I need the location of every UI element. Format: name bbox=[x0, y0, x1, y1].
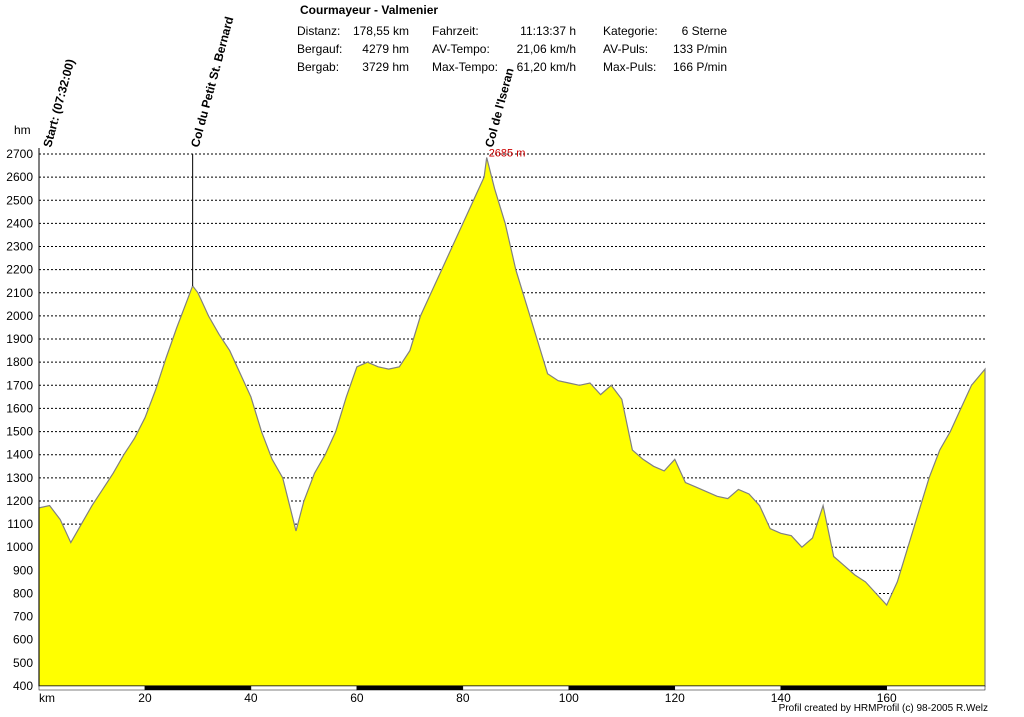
y-tick-label: 1800 bbox=[6, 355, 33, 369]
stat-value: 11:13:37 h bbox=[520, 24, 576, 38]
y-tick-label: 900 bbox=[13, 563, 33, 577]
x-tick-label: 20 bbox=[138, 691, 152, 705]
stat-label: Bergauf: bbox=[297, 42, 343, 56]
stat-label: Fahrzeit: bbox=[432, 24, 479, 38]
stat-label: AV-Tempo: bbox=[432, 42, 490, 56]
y-tick-label: 1000 bbox=[6, 540, 33, 554]
annotation-label: Col de l'Iseran bbox=[482, 66, 517, 148]
stat-value: 166 P/min bbox=[672, 60, 727, 74]
x-axis-segment bbox=[462, 685, 570, 691]
x-axis-segment bbox=[568, 685, 676, 691]
x-tick-label: 100 bbox=[559, 691, 579, 705]
chart-title: Courmayeur - Valmenier bbox=[300, 3, 439, 17]
y-tick-label: 2500 bbox=[6, 193, 33, 207]
stat-label: Bergab: bbox=[297, 60, 340, 74]
x-tick-label: 80 bbox=[456, 691, 470, 705]
y-tick-label: 1700 bbox=[6, 378, 33, 392]
x-tick-label: 140 bbox=[771, 691, 791, 705]
stat-label: Kategorie: bbox=[603, 24, 658, 38]
y-tick-label: 2600 bbox=[6, 170, 33, 184]
annotation-label: Col du Petit St. Bernard bbox=[188, 15, 236, 149]
axes: 400 500 600 700 800 900 1000 1100 1200 1300 1400 15… bbox=[6, 123, 986, 705]
stats-col-3: Kategorie: 6 Sterne AV-Puls: 133 P/min Max… bbox=[603, 22, 727, 76]
y-tick-label: 1100 bbox=[7, 517, 33, 531]
stat-value: 6 Sterne bbox=[681, 24, 727, 38]
y-tick-label: 400 bbox=[13, 679, 33, 693]
y-tick-label: 2300 bbox=[6, 240, 33, 254]
y-tick-label: 600 bbox=[13, 633, 33, 647]
y-tick-label: 2400 bbox=[6, 216, 33, 230]
annotation-label: Start: (07:32:00) bbox=[40, 58, 77, 149]
x-axis-segment bbox=[144, 685, 252, 691]
x-tick-label: 60 bbox=[350, 691, 364, 705]
stat-value: 3729 hm bbox=[362, 60, 409, 74]
y-tick-label: 1400 bbox=[6, 448, 33, 462]
stat-value: 61,20 km/h bbox=[516, 60, 576, 74]
x-axis-segment bbox=[780, 685, 887, 691]
x-axis-segment bbox=[356, 685, 464, 691]
stat-value: 4279 hm bbox=[362, 42, 409, 56]
x-axis-label: km bbox=[39, 691, 55, 705]
y-tick-label: 2100 bbox=[6, 286, 33, 300]
x-axis-segment bbox=[886, 685, 986, 691]
y-tick-label: 800 bbox=[13, 586, 33, 600]
y-axis-label: hm bbox=[14, 123, 31, 137]
y-tick-label: 1200 bbox=[6, 494, 33, 508]
credit-text: Profil created by HRMProfil (c) 98-2005 … bbox=[778, 703, 988, 714]
stat-label: Distanz: bbox=[297, 24, 341, 38]
elevation-area bbox=[38, 157, 986, 687]
x-axis-segment bbox=[38, 685, 146, 691]
x-axis-segment bbox=[674, 685, 782, 691]
y-tick-label: 1300 bbox=[6, 471, 33, 485]
x-axis-segment bbox=[250, 685, 358, 691]
y-tick-label: 1500 bbox=[6, 425, 33, 439]
y-tick-label: 2000 bbox=[6, 309, 33, 323]
y-tick-label: 2700 bbox=[6, 147, 33, 161]
y-tick-label: 2200 bbox=[6, 263, 33, 277]
y-tick-label: 1900 bbox=[6, 332, 33, 346]
x-tick-label: 40 bbox=[244, 691, 258, 705]
stat-value: 133 P/min bbox=[672, 42, 727, 56]
x-tick-label: 160 bbox=[877, 691, 897, 705]
stats-col-2: Fahrzeit: 11:13:37 h AV-Tempo: 21,06 km/h … bbox=[432, 22, 576, 76]
stats-col-1: Distanz: 178,55 km Bergauf: 4279 hm Bergab… bbox=[297, 22, 409, 76]
y-tick-label: 700 bbox=[13, 610, 33, 624]
stat-value: 21,06 km/h bbox=[516, 42, 576, 56]
y-tick-label: 500 bbox=[13, 656, 33, 670]
stat-label: Max-Puls: bbox=[603, 60, 657, 74]
x-tick-label: 120 bbox=[665, 691, 685, 705]
stat-value: 178,55 km bbox=[352, 24, 409, 38]
stat-label: AV-Puls: bbox=[603, 42, 649, 56]
stat-label: Max-Tempo: bbox=[432, 60, 499, 74]
y-tick-label: 1600 bbox=[6, 401, 33, 415]
max-elevation-label: 2685 m bbox=[489, 147, 526, 159]
